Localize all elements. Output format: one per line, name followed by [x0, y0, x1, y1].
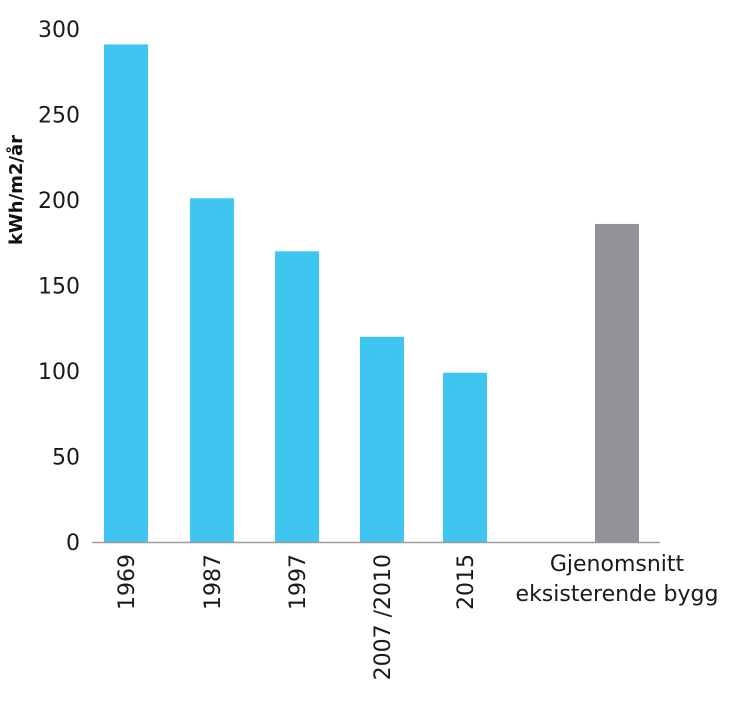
bar [190, 198, 234, 543]
x-tick-label: eksisterende bygg [516, 582, 719, 607]
x-tick-label: 1997 [286, 554, 311, 610]
y-tick-label: 250 [38, 104, 80, 129]
x-tick-label: 2015 [454, 554, 479, 610]
y-tick-label: 0 [66, 531, 80, 556]
bars [104, 44, 639, 543]
y-tick-label: 200 [38, 189, 80, 214]
y-tick-label: 150 [38, 275, 80, 300]
bar [360, 336, 404, 542]
bar [104, 44, 148, 542]
x-axis-labels: 1969 1987 1997 2007 /2010 2015 Gjenomsnitt eks… [115, 552, 718, 680]
y-tick-label: 300 [38, 18, 80, 43]
x-tick-label: Gjenomsnitt [550, 552, 685, 577]
y-axis-ticks: 0 50 100 150 200 250 300 [38, 18, 80, 556]
bar [595, 223, 639, 542]
x-tick-label: 1987 [201, 554, 226, 610]
bar [275, 251, 319, 543]
bar [443, 372, 487, 542]
y-axis-label: kWh/m2/år [5, 135, 27, 245]
x-tick-label: 2007 /2010 [371, 554, 396, 680]
y-tick-label: 100 [38, 360, 80, 385]
x-tick-label: 1969 [115, 554, 140, 610]
y-tick-label: 50 [52, 446, 80, 471]
